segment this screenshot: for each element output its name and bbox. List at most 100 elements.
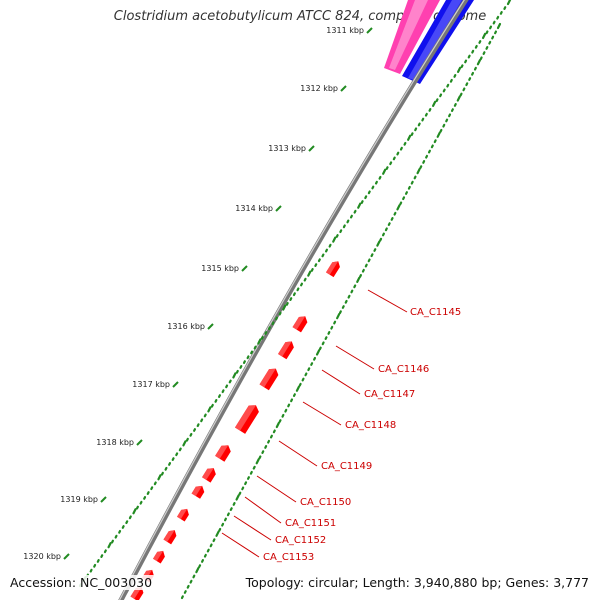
gc-dot bbox=[478, 40, 482, 44]
gc-dot bbox=[374, 180, 378, 185]
gc-dot bbox=[246, 355, 250, 360]
gc-dot bbox=[471, 71, 475, 76]
gc-dot bbox=[153, 481, 157, 486]
gc-dot bbox=[128, 515, 132, 520]
gc-dot bbox=[488, 40, 492, 45]
gc-dot bbox=[89, 568, 93, 573]
gc-dot bbox=[476, 59, 481, 66]
gc-dot bbox=[448, 113, 452, 118]
gc-dot bbox=[382, 168, 387, 175]
gene-label[interactable]: CA_C1149 bbox=[321, 461, 372, 472]
ruler-label: 1311 kbp bbox=[326, 26, 364, 35]
ruler-label: 1315 kbp bbox=[201, 264, 239, 273]
gc-dot bbox=[235, 369, 239, 374]
gc-dot bbox=[376, 240, 381, 247]
gene-label[interactable]: CA_C1150 bbox=[300, 497, 351, 508]
gc-dot bbox=[295, 385, 301, 392]
gc-dot bbox=[267, 326, 271, 331]
gc-dot bbox=[223, 517, 227, 522]
gc-dot bbox=[371, 185, 375, 190]
gc-dot bbox=[103, 549, 107, 554]
gc-dot bbox=[410, 180, 414, 185]
leader-line bbox=[256, 475, 297, 503]
gc-dot bbox=[503, 6, 507, 10]
gc-dot bbox=[282, 304, 287, 311]
gc-dot bbox=[449, 78, 453, 83]
gc-dot bbox=[228, 379, 232, 384]
ruler-label: 1313 kbp bbox=[268, 144, 306, 153]
gc-dot bbox=[471, 49, 475, 54]
gc-dot bbox=[384, 227, 388, 232]
gc-dot bbox=[207, 406, 212, 413]
gc-dot bbox=[416, 167, 421, 175]
gc-dot bbox=[399, 146, 403, 151]
gene-label[interactable]: CA_C1146 bbox=[378, 364, 429, 375]
gc-dot bbox=[467, 54, 471, 59]
gc-dot bbox=[439, 93, 443, 98]
gene-label[interactable]: CA_C1148 bbox=[345, 420, 396, 431]
gc-dot bbox=[150, 486, 154, 491]
gc-dot bbox=[336, 313, 341, 320]
gc-dot bbox=[290, 398, 294, 403]
ruler-label: 1318 kbp bbox=[96, 438, 134, 447]
gc-dot bbox=[456, 95, 461, 102]
ruler-tick bbox=[207, 323, 214, 330]
gc-dot bbox=[359, 274, 363, 278]
gc-dot bbox=[413, 175, 417, 180]
topology-summary: Topology: circular; Length: 3,940,880 bp… bbox=[243, 575, 591, 590]
gc-dot bbox=[255, 458, 260, 465]
gc-dot bbox=[428, 107, 432, 112]
gc-dot bbox=[218, 394, 221, 398]
gc-dot bbox=[335, 234, 339, 238]
gc-dot bbox=[269, 434, 273, 439]
gene-label[interactable]: CA_C1152 bbox=[275, 535, 326, 546]
gc-dot bbox=[182, 440, 187, 447]
gc-dot bbox=[492, 20, 496, 25]
gc-dot bbox=[275, 421, 280, 429]
gc-dot bbox=[215, 530, 220, 537]
gc-skew-outer bbox=[78, 0, 512, 588]
ruler-tick bbox=[63, 553, 70, 560]
gene-arrow bbox=[292, 316, 308, 333]
gc-dot bbox=[327, 331, 331, 335]
gc-dot bbox=[364, 195, 368, 200]
gc-dot bbox=[367, 190, 371, 195]
gc-dot bbox=[235, 494, 240, 501]
gc-dot bbox=[332, 236, 337, 243]
gc-dot bbox=[244, 481, 248, 486]
gc-dot bbox=[307, 270, 312, 277]
gc-dot bbox=[453, 74, 457, 78]
gene-label[interactable]: CA_C1153 bbox=[263, 552, 314, 563]
gc-dot bbox=[496, 22, 502, 30]
gc-dot bbox=[201, 559, 205, 563]
gc-dot bbox=[481, 32, 487, 40]
gene-label[interactable]: CA_C1151 bbox=[285, 518, 336, 529]
gc-dot bbox=[468, 77, 472, 81]
gc-dot bbox=[367, 258, 371, 263]
gc-dot bbox=[310, 268, 314, 272]
gc-dot bbox=[462, 87, 466, 92]
gc-dot bbox=[168, 462, 172, 466]
gc-dot bbox=[379, 237, 383, 242]
gc-dot bbox=[242, 360, 246, 364]
gc-dot bbox=[218, 527, 222, 532]
gc-dot bbox=[261, 450, 265, 455]
accession-text: Accession: NC_003030 bbox=[8, 575, 155, 590]
gc-dot bbox=[430, 144, 434, 149]
gc-dot bbox=[232, 502, 236, 506]
gc-dot bbox=[310, 362, 314, 366]
gc-dot bbox=[157, 474, 162, 481]
gene-label[interactable]: CA_C1147 bbox=[364, 389, 415, 400]
gc-dot bbox=[464, 59, 468, 64]
gc-dot bbox=[453, 103, 457, 107]
leader-line bbox=[302, 401, 342, 426]
gc-dot bbox=[225, 384, 229, 389]
pink-band-highlight bbox=[389, 0, 428, 70]
gc-dot bbox=[246, 476, 250, 480]
gc-dot bbox=[402, 196, 406, 201]
gene-label[interactable]: CA_C1145 bbox=[410, 307, 461, 318]
gc-dot bbox=[422, 160, 426, 164]
gc-dot bbox=[267, 439, 271, 444]
gc-dot bbox=[287, 403, 291, 408]
